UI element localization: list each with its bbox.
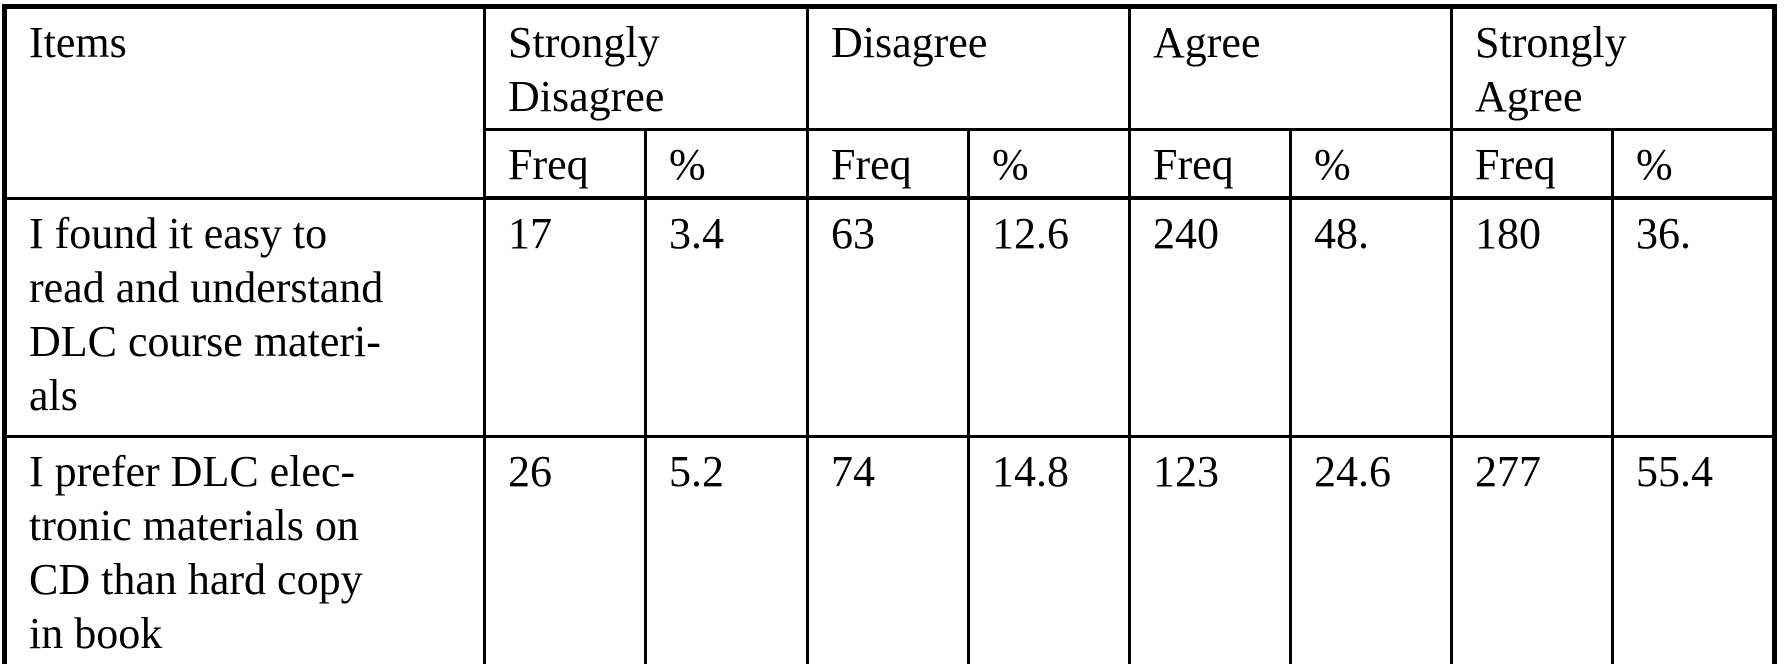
pct-cell: 55.4 xyxy=(1610,434,1777,664)
pct-cell: 48. xyxy=(1289,196,1453,438)
freq-cell: 240 xyxy=(1128,196,1292,438)
freq-header-disagree: Freq xyxy=(806,128,970,200)
survey-results-table: Items Strongly Disagree Disagree Agree S… xyxy=(2,4,1778,664)
freq-header-strongly-agree: Freq xyxy=(1450,128,1614,200)
freq-cell: 26 xyxy=(483,434,647,664)
item-cell: I prefer DLC elec- tronic materials on C… xyxy=(3,434,486,664)
group-header-agree: Agree xyxy=(1128,5,1453,131)
header-row-freq-pct: Freq % Freq % Freq % Freq % xyxy=(5,128,1777,200)
pct-cell: 14.8 xyxy=(967,434,1131,664)
freq-header-agree: Freq xyxy=(1128,128,1292,200)
freq-cell: 63 xyxy=(806,196,970,438)
pct-header-strongly-agree: % xyxy=(1610,128,1777,200)
item-cell: I found it easy to read and understand D… xyxy=(3,196,486,438)
pct-header-agree: % xyxy=(1289,128,1453,200)
freq-cell: 17 xyxy=(483,196,647,438)
pct-cell: 12.6 xyxy=(967,196,1131,438)
table-row: I prefer DLC elec- tronic materials on C… xyxy=(3,434,1777,664)
freq-header-strongly-disagree: Freq xyxy=(483,128,647,200)
table-row: I found it easy to read and understand D… xyxy=(3,196,1777,438)
pct-cell: 3.4 xyxy=(644,196,809,438)
items-column-header: Items xyxy=(3,5,486,200)
group-header-strongly-agree: Strongly Agree xyxy=(1449,5,1777,131)
pct-cell: 36. xyxy=(1610,196,1777,438)
freq-cell: 123 xyxy=(1128,434,1292,664)
freq-cell: 74 xyxy=(806,434,970,664)
pct-cell: 5.2 xyxy=(644,434,809,664)
pct-cell: 24.6 xyxy=(1289,434,1453,664)
group-header-strongly-disagree: Strongly Disagree xyxy=(483,5,809,131)
header-row-groups: Items Strongly Disagree Disagree Agree S… xyxy=(3,5,1777,200)
freq-cell: 180 xyxy=(1450,196,1614,438)
pct-header-disagree: % xyxy=(967,128,1131,200)
freq-cell: 277 xyxy=(1450,434,1614,664)
pct-header-strongly-disagree: % xyxy=(644,128,809,200)
group-header-disagree: Disagree xyxy=(806,5,1131,131)
